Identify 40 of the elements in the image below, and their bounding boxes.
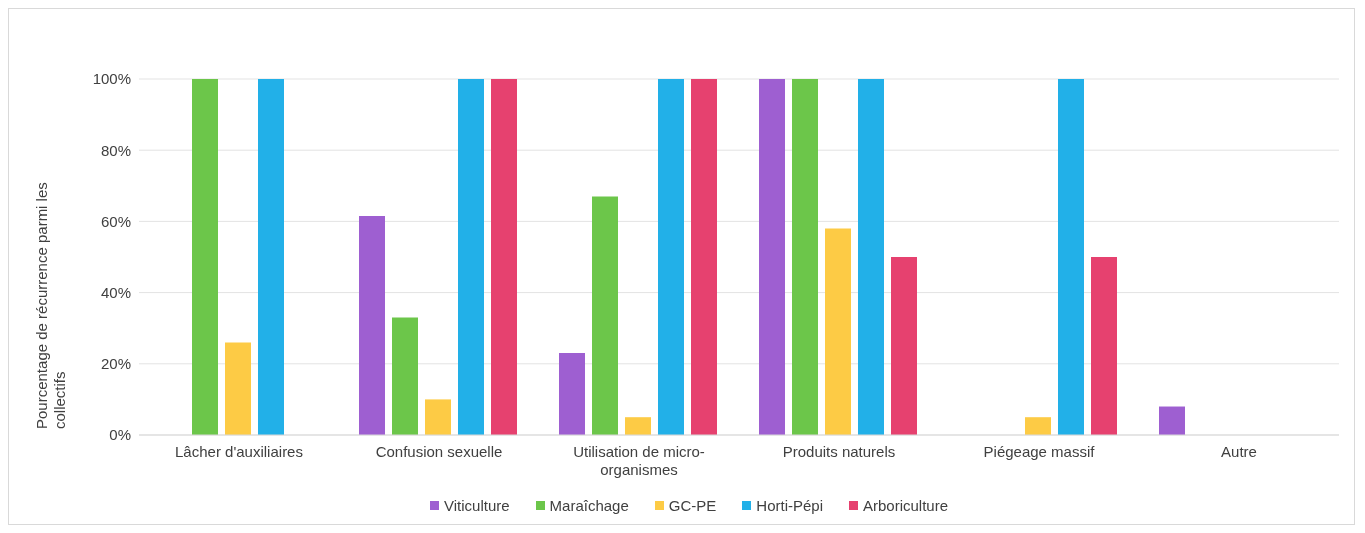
bar bbox=[825, 228, 851, 435]
y-tick-label: 80% bbox=[100, 141, 131, 159]
legend-label: Viticulture bbox=[443, 497, 510, 514]
bar bbox=[359, 216, 385, 435]
x-tick-label: Produits naturels bbox=[782, 443, 896, 460]
bar bbox=[1159, 406, 1185, 435]
bar bbox=[625, 417, 651, 435]
x-tick-label: Piégeage massif bbox=[983, 443, 1096, 460]
bar bbox=[1091, 257, 1117, 435]
y-tick-label: 100% bbox=[92, 70, 131, 88]
bar bbox=[225, 342, 251, 435]
x-tick-label: Lâcher d'auxiliaires bbox=[175, 443, 303, 460]
y-tick-label: 60% bbox=[100, 212, 131, 230]
y-tick-label: 20% bbox=[100, 355, 131, 373]
x-tick-label: Autre bbox=[1221, 443, 1257, 460]
bar bbox=[1025, 417, 1051, 435]
bar bbox=[891, 257, 917, 435]
bar bbox=[759, 79, 785, 435]
legend-label: Horti-Pépi bbox=[756, 497, 823, 514]
bar bbox=[592, 196, 618, 435]
y-axis-title: Pourcentage de récurrence parmi les collectifs bbox=[33, 181, 69, 429]
bar bbox=[792, 79, 818, 435]
bar bbox=[658, 79, 684, 435]
legend-label: Arboriculture bbox=[862, 497, 949, 514]
bar bbox=[858, 79, 884, 435]
bar bbox=[491, 79, 517, 435]
bar bbox=[258, 79, 284, 435]
legend-label: Maraîchage bbox=[549, 497, 629, 514]
bar bbox=[192, 79, 218, 435]
legend-label: GC-PE bbox=[668, 497, 717, 514]
bar bbox=[458, 79, 484, 435]
bar bbox=[1058, 79, 1084, 435]
x-tick-label: Utilisation de micro-organismes bbox=[573, 443, 705, 478]
y-tick-label: 40% bbox=[100, 283, 131, 301]
bar bbox=[392, 317, 418, 435]
bar bbox=[691, 79, 717, 435]
bar bbox=[559, 353, 585, 435]
bar bbox=[425, 399, 451, 435]
y-tick-label: 0% bbox=[109, 426, 131, 444]
x-tick-label: Confusion sexuelle bbox=[375, 443, 503, 460]
